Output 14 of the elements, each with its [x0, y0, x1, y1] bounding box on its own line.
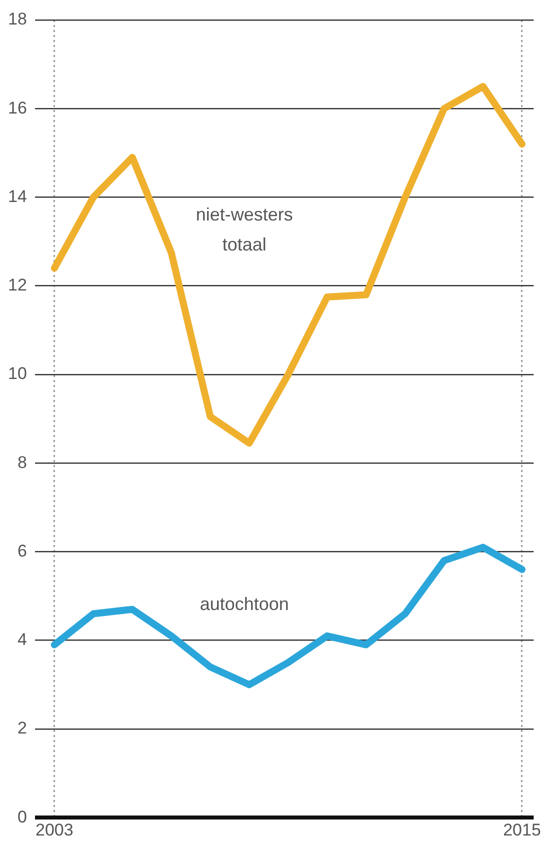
- series-label: autochtoon: [200, 594, 289, 614]
- x-tick-label: 2003: [35, 820, 74, 840]
- y-tick-label: 2: [17, 718, 27, 738]
- y-tick-label: 18: [8, 10, 27, 29]
- y-tick-label: 10: [8, 364, 27, 384]
- y-tick-label: 14: [8, 186, 27, 206]
- y-tick-label: 16: [8, 98, 27, 118]
- y-tick-label: 8: [17, 452, 27, 472]
- y-tick-label: 6: [17, 541, 27, 560]
- y-tick-label: 0: [17, 807, 27, 826]
- series-label: niet-westers totaal: [196, 204, 293, 254]
- y-tick-label: 4: [17, 630, 27, 650]
- x-tick-label: 2015: [503, 820, 541, 840]
- y-tick-label: 12: [8, 276, 27, 295]
